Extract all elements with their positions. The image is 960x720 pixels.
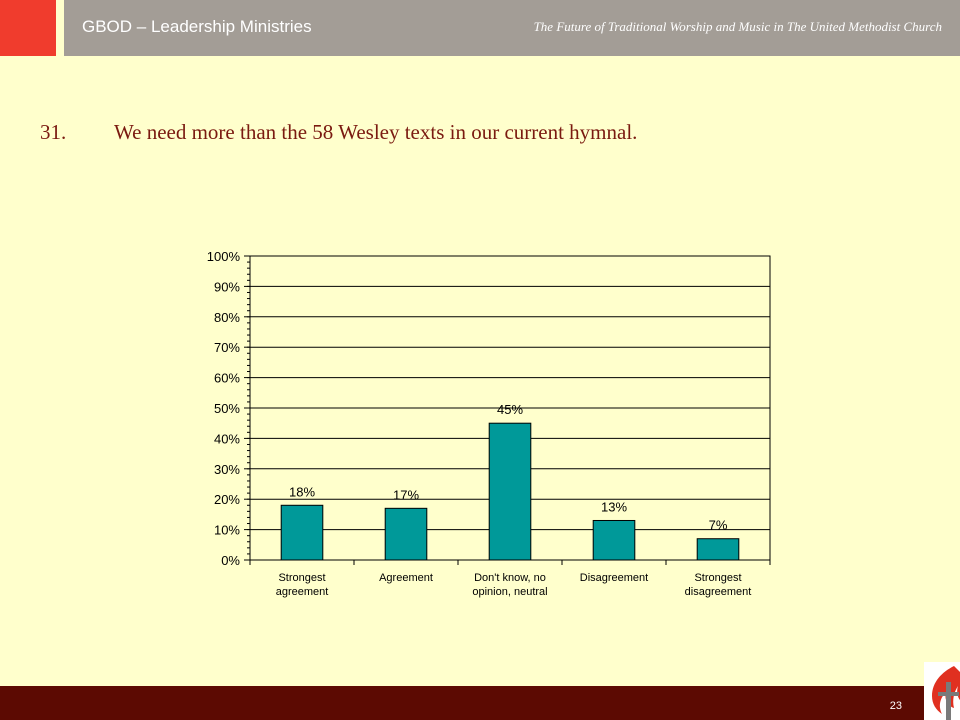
value-labels: 18% 17% 45% 13% 7% xyxy=(289,402,728,533)
y-tick-label: 40% xyxy=(214,431,240,446)
bar-value-label: 18% xyxy=(289,484,315,499)
bar-value-label: 13% xyxy=(601,499,627,514)
x-tick-label: Don't know, no opinion, neutral xyxy=(472,572,547,598)
bar-value-label: 17% xyxy=(393,487,419,502)
bar xyxy=(488,422,532,561)
y-tick-label: 70% xyxy=(214,340,240,355)
bar xyxy=(592,519,636,561)
y-tick-label: 50% xyxy=(214,401,240,416)
survey-question: 31. We need more than the 58 Wesley texts… xyxy=(40,120,637,145)
question-number: 31. xyxy=(40,120,67,144)
y-tick-labels: 0% 10% 20% 30% 40% 50% 60% 70% 80% 90% 100% xyxy=(207,249,241,568)
bar xyxy=(696,538,740,561)
bar-value-label: 7% xyxy=(709,518,728,533)
x-tick-labels: Strongest agreement Agreement Don't know, n… xyxy=(276,572,752,598)
y-tick-label: 100% xyxy=(207,249,241,264)
y-tick-label: 80% xyxy=(214,310,240,325)
x-tick-label: Strongest disagreement xyxy=(685,572,752,598)
header-accent-block xyxy=(0,0,56,56)
slide-footer xyxy=(0,686,960,720)
question-text: We need more than the 58 Wesley texts in… xyxy=(114,120,638,144)
cross-and-flame-icon xyxy=(924,662,960,720)
x-tick-label: Strongest agreement xyxy=(276,572,329,598)
y-tick-label: 60% xyxy=(214,371,240,386)
x-tick-label: Agreement xyxy=(379,572,433,584)
header-subtitle: The Future of Traditional Worship and Mu… xyxy=(533,19,942,34)
bar-chart: 0% 10% 20% 30% 40% 50% 60% 70% 80% 90% 100% 18% 17%… xyxy=(207,249,771,598)
bar xyxy=(280,504,324,561)
y-tick-label: 30% xyxy=(214,462,240,477)
slide-header: GBOD – Leadership Ministries The Future … xyxy=(0,0,960,56)
bar-value-label: 45% xyxy=(497,402,523,417)
bar xyxy=(384,507,428,561)
y-tick-label: 10% xyxy=(214,523,240,538)
y-tick-label: 20% xyxy=(214,492,240,507)
y-tick-label: 0% xyxy=(221,553,240,568)
org-name: GBOD – Leadership Ministries xyxy=(82,17,312,36)
header-bar xyxy=(64,0,960,56)
y-tick-label: 90% xyxy=(214,279,240,294)
x-tick-label: Disagreement xyxy=(580,572,648,584)
page-number: 23 xyxy=(889,700,902,712)
bars xyxy=(280,422,740,561)
